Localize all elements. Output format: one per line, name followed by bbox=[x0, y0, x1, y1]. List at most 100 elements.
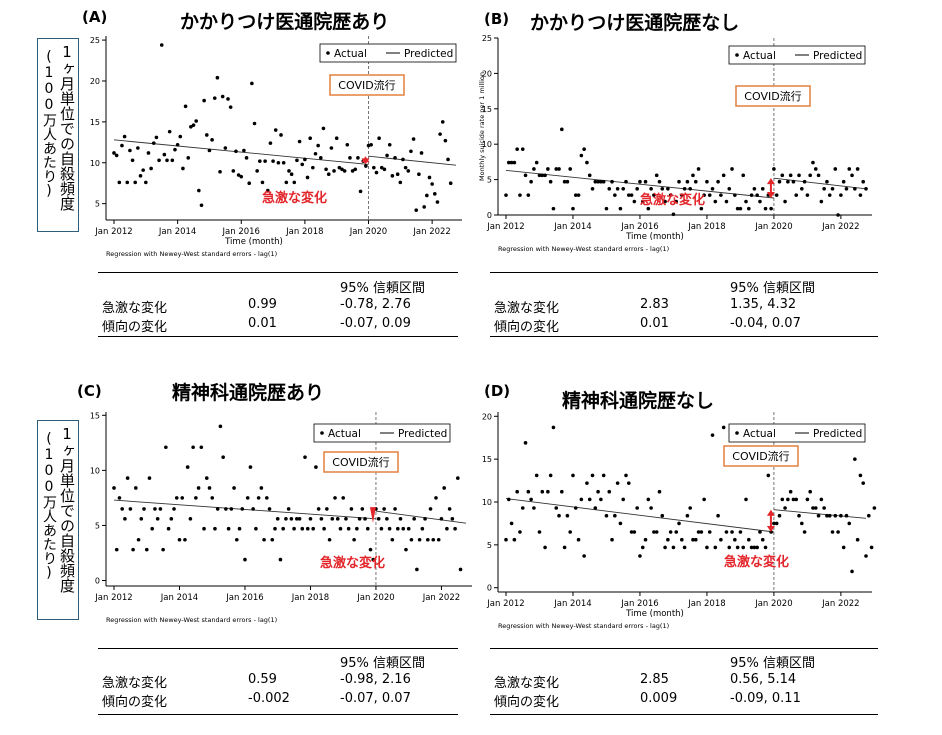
data-point bbox=[568, 530, 572, 534]
row2-label: 傾向の変化 bbox=[102, 695, 168, 710]
y-tick-label: 15 bbox=[482, 455, 492, 464]
data-point bbox=[149, 166, 153, 171]
data-point bbox=[850, 569, 854, 574]
data-point bbox=[783, 199, 787, 204]
data-point bbox=[654, 173, 659, 178]
regression-note: Regression with Newey-West standard erro… bbox=[106, 616, 277, 624]
data-point bbox=[504, 193, 508, 197]
data-point bbox=[691, 537, 695, 542]
data-point bbox=[587, 173, 592, 178]
x-tick-label: Jan 2018 bbox=[687, 222, 725, 232]
data-point bbox=[112, 151, 116, 155]
data-point bbox=[279, 133, 283, 137]
covid-label-box bbox=[323, 451, 399, 473]
data-point bbox=[342, 169, 347, 173]
data-point bbox=[682, 545, 687, 550]
ylabel-line1: 1ヶ月単位での自殺頻度 bbox=[58, 43, 76, 211]
data-point bbox=[560, 489, 564, 494]
data-point bbox=[360, 507, 365, 511]
data-point bbox=[212, 96, 217, 100]
data-point bbox=[395, 526, 400, 531]
data-point bbox=[170, 158, 175, 163]
data-point bbox=[680, 193, 684, 197]
data-point bbox=[811, 506, 815, 510]
y-tick-label: 20 bbox=[90, 77, 100, 86]
data-point bbox=[546, 167, 550, 171]
row2-ci: -0.07, 0.07 bbox=[340, 691, 411, 706]
data-point bbox=[344, 517, 348, 521]
data-point bbox=[157, 158, 161, 163]
data-point bbox=[652, 193, 656, 197]
data-point bbox=[133, 180, 138, 185]
data-point bbox=[164, 445, 168, 450]
data-point bbox=[325, 507, 329, 511]
data-point bbox=[265, 188, 270, 193]
ci-header: 95% 信頼区間 bbox=[730, 281, 816, 296]
y-tick-label: 0 bbox=[95, 576, 100, 585]
x-axis-title: Time (month) bbox=[625, 609, 684, 619]
data-point bbox=[258, 159, 262, 163]
data-point bbox=[705, 545, 709, 550]
row1-estimate: 0.99 bbox=[248, 297, 277, 312]
post-trend-line bbox=[375, 510, 467, 524]
data-point bbox=[576, 193, 581, 197]
data-point bbox=[696, 530, 701, 534]
data-point bbox=[802, 179, 807, 184]
data-point bbox=[551, 206, 556, 211]
y-axis-title: Monthly suicide rate per 1 million bbox=[478, 72, 486, 181]
row2-ci: -0.04, 0.07 bbox=[730, 316, 801, 331]
data-point bbox=[273, 128, 278, 132]
stats-table-d: 95% 信頼区間 急激な変化 2.85 0.56, 5.14 傾向の変化 0.0… bbox=[490, 648, 878, 720]
data-point bbox=[358, 189, 363, 194]
data-point bbox=[780, 173, 785, 178]
data-point bbox=[210, 138, 214, 142]
chart-b: 0 5 10 15 20 25 Jan 2012 Jan 2014 Jan 2016 Jan 20… bbox=[478, 34, 872, 253]
data-point bbox=[512, 537, 517, 542]
data-point bbox=[629, 530, 634, 534]
data-point bbox=[738, 206, 743, 211]
data-point bbox=[713, 199, 718, 204]
data-point bbox=[836, 530, 840, 534]
data-point bbox=[130, 158, 135, 163]
data-point bbox=[125, 476, 130, 480]
data-point bbox=[601, 179, 606, 184]
data-point bbox=[649, 506, 653, 510]
data-point bbox=[504, 537, 508, 542]
panel-title-b: かかりつけ医通院歴なし bbox=[530, 12, 740, 34]
data-point bbox=[855, 537, 860, 542]
data-point bbox=[352, 537, 356, 542]
data-point bbox=[128, 148, 132, 153]
data-point bbox=[165, 158, 169, 163]
data-point bbox=[786, 497, 790, 502]
data-point bbox=[268, 141, 273, 145]
data-point bbox=[635, 506, 639, 510]
row1-estimate: 2.85 bbox=[640, 672, 669, 687]
data-point bbox=[774, 521, 779, 526]
data-point bbox=[422, 205, 426, 209]
row1-label: 急激な変化 bbox=[494, 301, 560, 316]
data-point bbox=[185, 465, 190, 469]
data-point bbox=[554, 167, 559, 171]
data-point bbox=[710, 433, 715, 437]
data-point bbox=[565, 513, 570, 518]
data-point bbox=[741, 173, 746, 178]
data-point bbox=[582, 554, 586, 558]
data-point bbox=[526, 193, 531, 197]
data-point bbox=[716, 179, 720, 184]
x-tick-label: Jan 2022 bbox=[412, 227, 450, 237]
y-tick-label: 5 bbox=[487, 176, 492, 185]
data-point bbox=[439, 517, 444, 521]
data-point bbox=[819, 497, 824, 502]
row1-estimate: 2.83 bbox=[640, 297, 669, 312]
data-point bbox=[446, 157, 450, 162]
data-point bbox=[435, 200, 440, 204]
data-point bbox=[114, 547, 119, 552]
data-point bbox=[624, 179, 628, 184]
legend-actual-label: Actual bbox=[334, 48, 367, 60]
data-point bbox=[191, 123, 196, 127]
data-point bbox=[816, 173, 821, 178]
data-point bbox=[677, 521, 681, 526]
pre-trend-line bbox=[505, 169, 774, 199]
data-point bbox=[822, 187, 826, 191]
data-point bbox=[181, 166, 185, 171]
